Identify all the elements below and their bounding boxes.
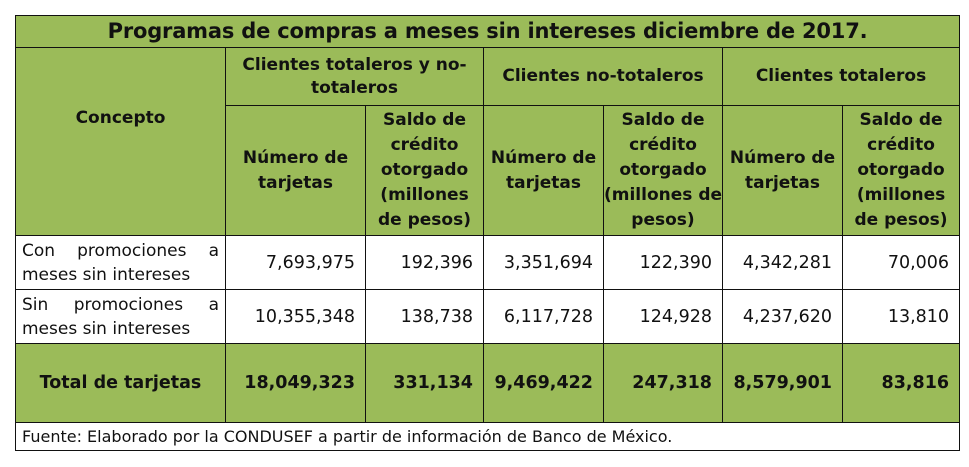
cell-value: 3,351,694 (483, 235, 604, 290)
row-label: Sin promociones a meses sin intereses (15, 289, 226, 344)
cell-value: 124,928 (603, 289, 723, 344)
cell-value: 70,006 (841, 235, 961, 290)
cell-value: 4,237,620 (722, 289, 843, 344)
subheader-cards: Número de tarjetas (483, 105, 604, 236)
total-value: 9,469,422 (483, 343, 604, 423)
cell-value: 138,738 (365, 289, 484, 344)
group-header-totaleros: Clientes totaleros (721, 47, 961, 106)
cell-value: 6,117,728 (483, 289, 604, 344)
total-value: 247,318 (603, 343, 723, 423)
source-footnote: Fuente: Elaborado por la CONDUSEF a part… (14, 422, 961, 451)
row-label: Con promociones a meses sin intereses (15, 235, 226, 290)
concept-header: Concepto (15, 47, 226, 236)
table-row: Con promociones a meses sin intereses 7,… (15, 235, 961, 290)
subheader-credit: Saldo de crédito otorgado (millones de p… (841, 105, 961, 236)
subheader-credit: Saldo de crédito otorgado (millones de p… (603, 105, 723, 236)
table-title: Programas de compras a meses sin interes… (14, 15, 961, 48)
group-header-all-clients: Clientes totaleros y no-totaleros (225, 47, 484, 106)
cell-value: 7,693,975 (225, 235, 366, 290)
total-value: 8,579,901 (722, 343, 843, 423)
cell-value: 4,342,281 (722, 235, 843, 290)
total-row: Total de tarjetas 18,049,323 331,134 9,4… (15, 343, 961, 423)
total-value: 83,816 (841, 343, 961, 423)
concept-header-label: Concepto (75, 107, 166, 128)
cell-value: 122,390 (603, 235, 723, 290)
subheader-cards: Número de tarjetas (225, 105, 366, 236)
table-row: Sin promociones a meses sin intereses 10… (15, 289, 961, 344)
data-table: Programas de compras a meses sin interes… (14, 15, 961, 451)
total-value: 331,134 (365, 343, 484, 423)
cell-value: 192,396 (365, 235, 484, 290)
cell-value: 13,810 (841, 289, 961, 344)
cell-value: 10,355,348 (225, 289, 366, 344)
subheader-credit: Saldo de crédito otorgado (millones de p… (365, 105, 484, 236)
subheader-cards: Número de tarjetas (722, 105, 843, 236)
total-value: 18,049,323 (225, 343, 366, 423)
group-header-non-totaleros: Clientes no-totaleros (483, 47, 723, 106)
total-label: Total de tarjetas (15, 343, 226, 423)
